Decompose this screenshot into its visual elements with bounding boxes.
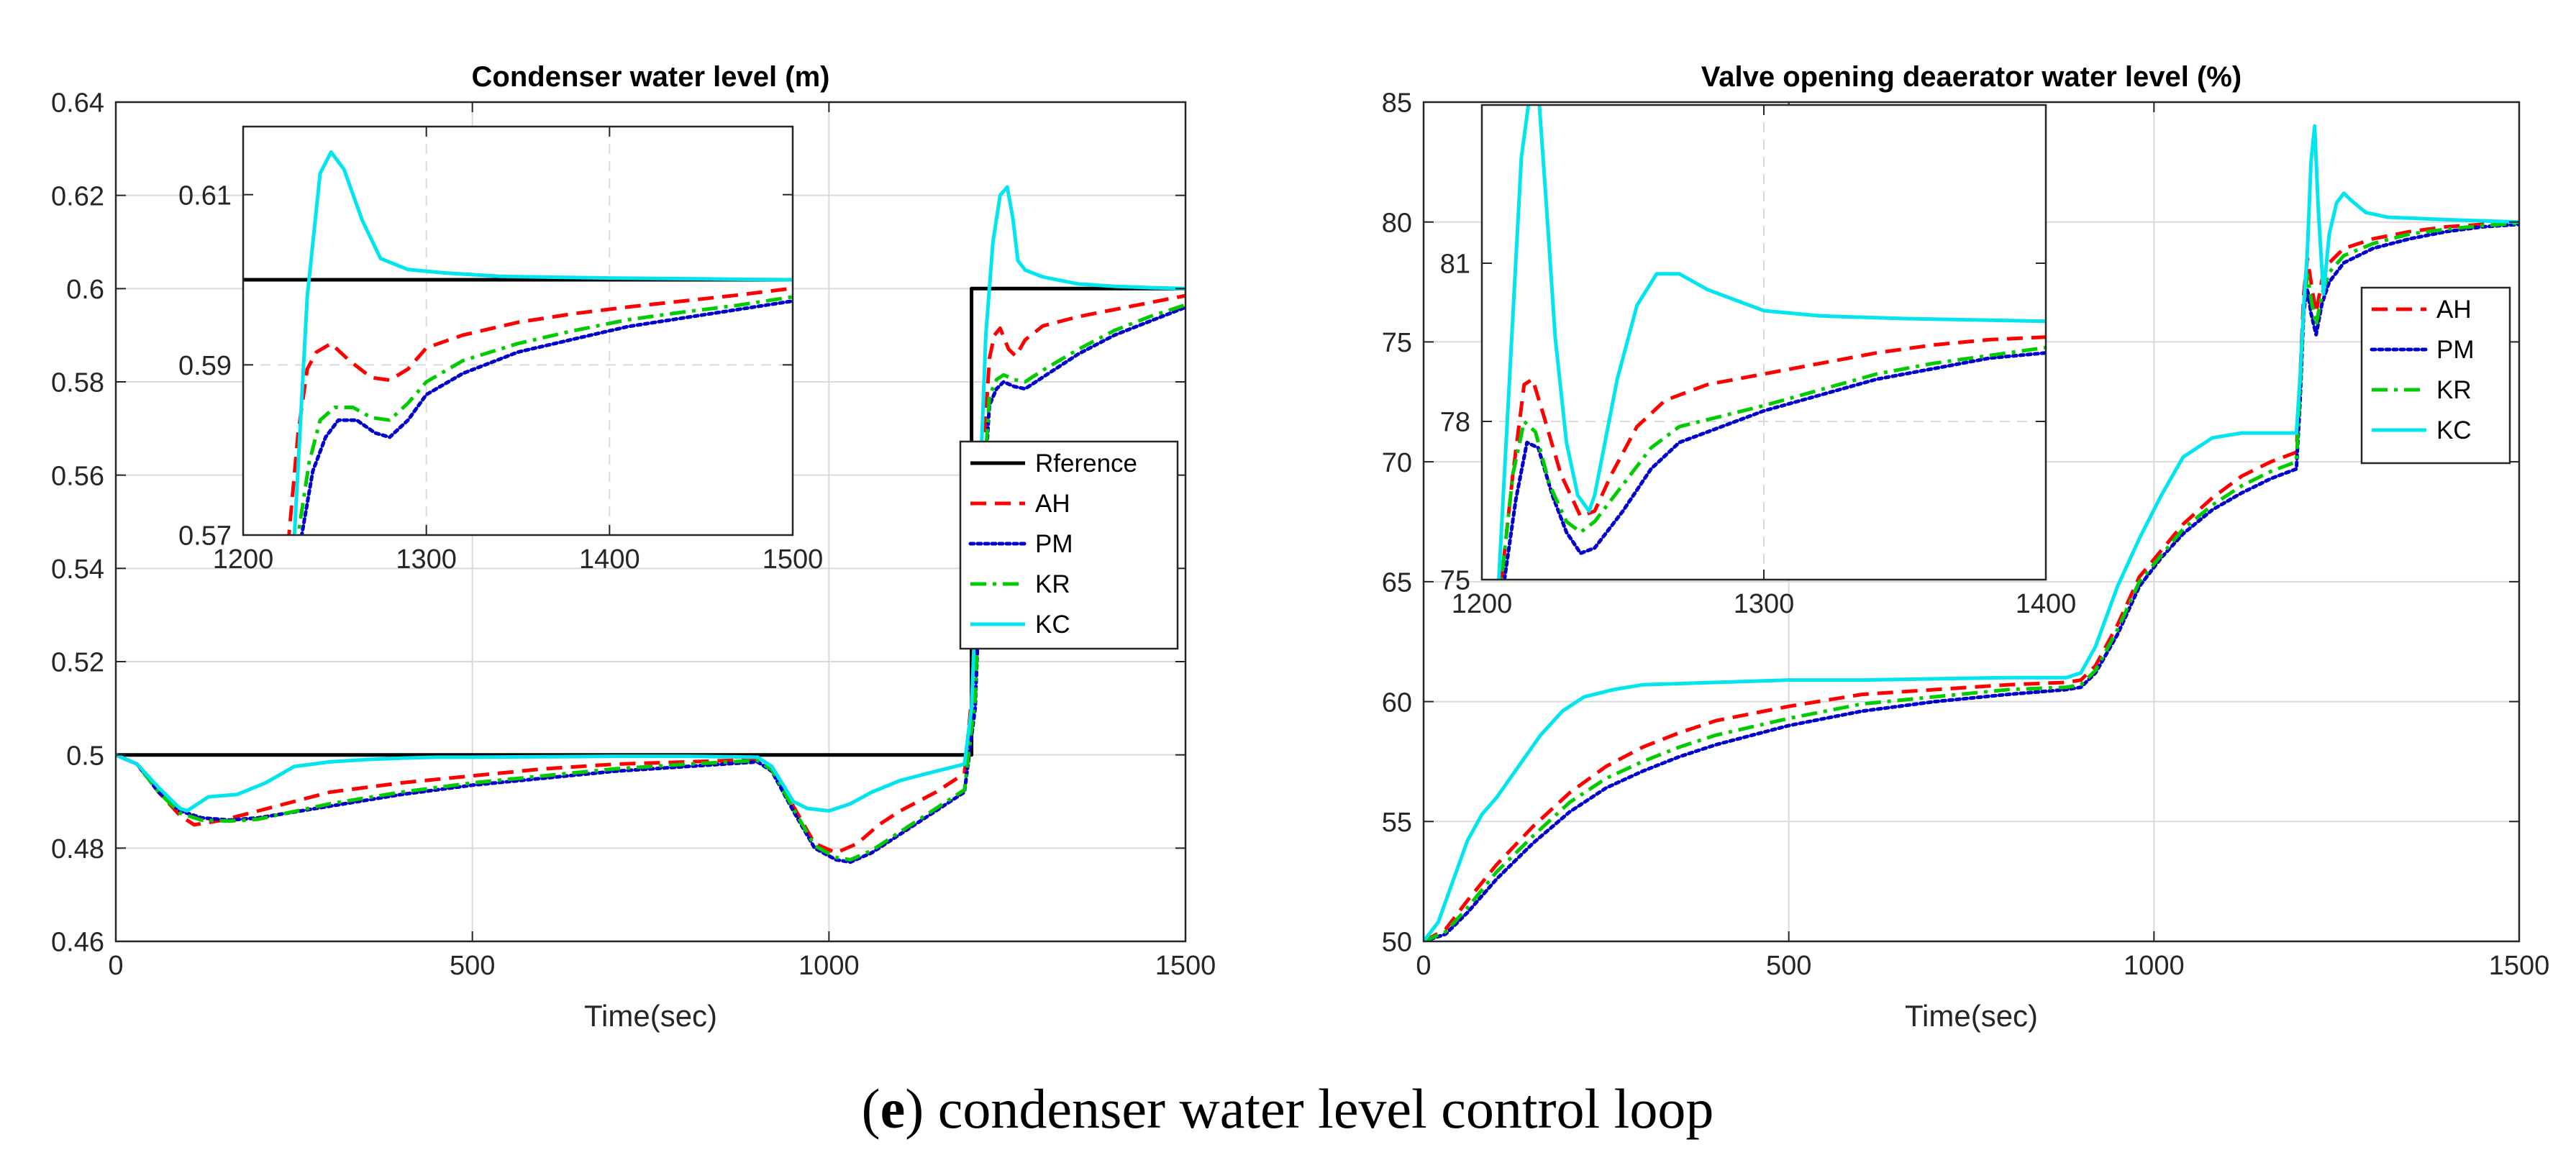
condenser-ytick-label: 0.48 bbox=[51, 834, 104, 864]
deaerator-inset-series-group bbox=[1496, 105, 2046, 580]
condenser-inset: 1200 1300 1400 1500 0.57 0.59 0.61 bbox=[178, 125, 824, 575]
condenser-x-axis-label: Time(sec) bbox=[584, 999, 717, 1033]
deaerator-ytick-label: 60 bbox=[1382, 688, 1412, 718]
deaerator-inset-xtick-label: 1300 bbox=[1734, 589, 1795, 619]
condenser-inset-plot-area bbox=[243, 127, 793, 535]
condenser-ytick-label: 0.54 bbox=[51, 554, 104, 585]
condenser-series-kc bbox=[116, 185, 1185, 813]
deaerator-ytick-label: 65 bbox=[1382, 568, 1412, 598]
deaerator-inset: 1200 1300 1400 75 78 81 bbox=[1440, 104, 2077, 619]
deaerator-x-axis-label: Time(sec) bbox=[1905, 999, 2038, 1033]
condenser-inset-xtick-label: 1200 bbox=[213, 544, 274, 575]
condenser-legend-label-rference: Rference bbox=[1035, 449, 1137, 478]
condenser-ytick-label: 0.5 bbox=[66, 741, 104, 771]
deaerator-series-pm bbox=[1424, 222, 2519, 941]
condenser-legend-label-ah: AH bbox=[1035, 490, 1070, 518]
deaerator-xtick-label: 0 bbox=[1416, 951, 1431, 981]
condenser-series-kr bbox=[116, 303, 1185, 862]
deaerator-inset-xtick-label: 1200 bbox=[1452, 589, 1513, 619]
deaerator-inset-ytick-label: 75 bbox=[1440, 566, 1470, 596]
condenser-legend-label-pm: PM bbox=[1035, 530, 1073, 558]
condenser-inset-series-kc bbox=[292, 150, 793, 535]
condenser-inset-series-group bbox=[243, 150, 793, 535]
condenser-inset-xtick-label: 1300 bbox=[396, 544, 457, 575]
condenser-inset-axes-box bbox=[242, 125, 794, 536]
condenser-legend: Rference AH PM KR KC bbox=[959, 440, 1179, 650]
deaerator-chart-title: Valve opening deaerator water level (%) bbox=[1701, 61, 2242, 93]
deaerator-series-group bbox=[1424, 124, 2519, 941]
condenser-ytick-label: 0.6 bbox=[66, 275, 104, 305]
condenser-xtick-label: 1000 bbox=[798, 951, 860, 981]
condenser-ytick-label: 0.46 bbox=[51, 928, 104, 958]
condenser-legend-label-kc: KC bbox=[1035, 611, 1070, 639]
condenser-inset-ytick-label: 0.57 bbox=[178, 521, 232, 552]
deaerator-xtick-label: 500 bbox=[1766, 951, 1811, 981]
figure-caption: (e) condenser water level control loop bbox=[862, 1077, 1714, 1140]
deaerator-ytick-label: 50 bbox=[1382, 928, 1412, 958]
condenser-xtick-label: 0 bbox=[108, 951, 123, 981]
deaerator-legend-label-kr: KR bbox=[2436, 376, 2472, 404]
deaerator-xtick-label: 1500 bbox=[2489, 951, 2550, 981]
deaerator-ytick-label: 85 bbox=[1382, 88, 1412, 119]
condenser-ytick-label: 0.64 bbox=[51, 88, 104, 119]
deaerator-inset-ytick-label: 81 bbox=[1440, 250, 1470, 280]
chart-valve-opening-deaerator: 0 500 1000 1500 50 55 60 65 70 75 80 85 Valve openin… bbox=[1382, 61, 2550, 1033]
deaerator-ytick-label: 75 bbox=[1382, 328, 1412, 358]
condenser-legend-label-kr: KR bbox=[1035, 570, 1070, 598]
condenser-ytick-label: 0.58 bbox=[51, 368, 104, 398]
deaerator-legend-label-kc: KC bbox=[2436, 416, 2472, 444]
condenser-inset-ytick-label: 0.59 bbox=[178, 351, 232, 381]
condenser-inset-ytick-label: 0.61 bbox=[178, 181, 232, 211]
deaerator-inset-ytick-label: 78 bbox=[1440, 408, 1470, 438]
deaerator-legend-label-ah: AH bbox=[2436, 296, 2472, 324]
deaerator-inset-series-pm bbox=[1502, 351, 2046, 580]
condenser-inset-xtick-label: 1500 bbox=[763, 544, 824, 575]
condenser-series-ah bbox=[116, 293, 1185, 855]
deaerator-legend-label-pm: PM bbox=[2436, 336, 2475, 364]
deaerator-ytick-label: 80 bbox=[1382, 208, 1412, 238]
condenser-inset-xtick-label: 1400 bbox=[579, 544, 640, 575]
condenser-chart-title: Condenser water level (m) bbox=[472, 61, 830, 93]
condenser-inset-series-kr bbox=[296, 295, 793, 535]
condenser-series-pm bbox=[116, 305, 1185, 864]
deaerator-inset-series-kc bbox=[1496, 105, 2046, 580]
deaerator-ytick-label: 70 bbox=[1382, 448, 1412, 478]
condenser-inset-series-ah bbox=[287, 286, 793, 535]
chart-condenser-water-level: 0 500 1000 1500 0.46 0.48 0.5 0.52 0.54 0.56 0.58 0… bbox=[51, 61, 1216, 1033]
deaerator-inset-xtick-label: 1400 bbox=[2016, 589, 2077, 619]
condenser-xtick-label: 500 bbox=[450, 951, 495, 981]
condenser-inset-series-pm bbox=[299, 299, 793, 535]
deaerator-legend: AH PM KR KC bbox=[2360, 286, 2511, 465]
deaerator-legend-box bbox=[2360, 286, 2511, 465]
deaerator-inset-series-kr bbox=[1499, 345, 2046, 580]
deaerator-ytick-label: 55 bbox=[1382, 808, 1412, 838]
deaerator-xtick-label: 1000 bbox=[2124, 951, 2185, 981]
condenser-axes-box bbox=[114, 101, 1187, 943]
deaerator-series-kc bbox=[1424, 124, 2519, 941]
condenser-ytick-label: 0.62 bbox=[51, 181, 104, 211]
condenser-ytick-label: 0.56 bbox=[51, 461, 104, 491]
deaerator-axes-box bbox=[1422, 101, 2521, 943]
condenser-xtick-label: 1500 bbox=[1155, 951, 1216, 981]
condenser-ytick-label: 0.52 bbox=[51, 648, 104, 678]
deaerator-inset-series-ah bbox=[1499, 335, 2046, 580]
